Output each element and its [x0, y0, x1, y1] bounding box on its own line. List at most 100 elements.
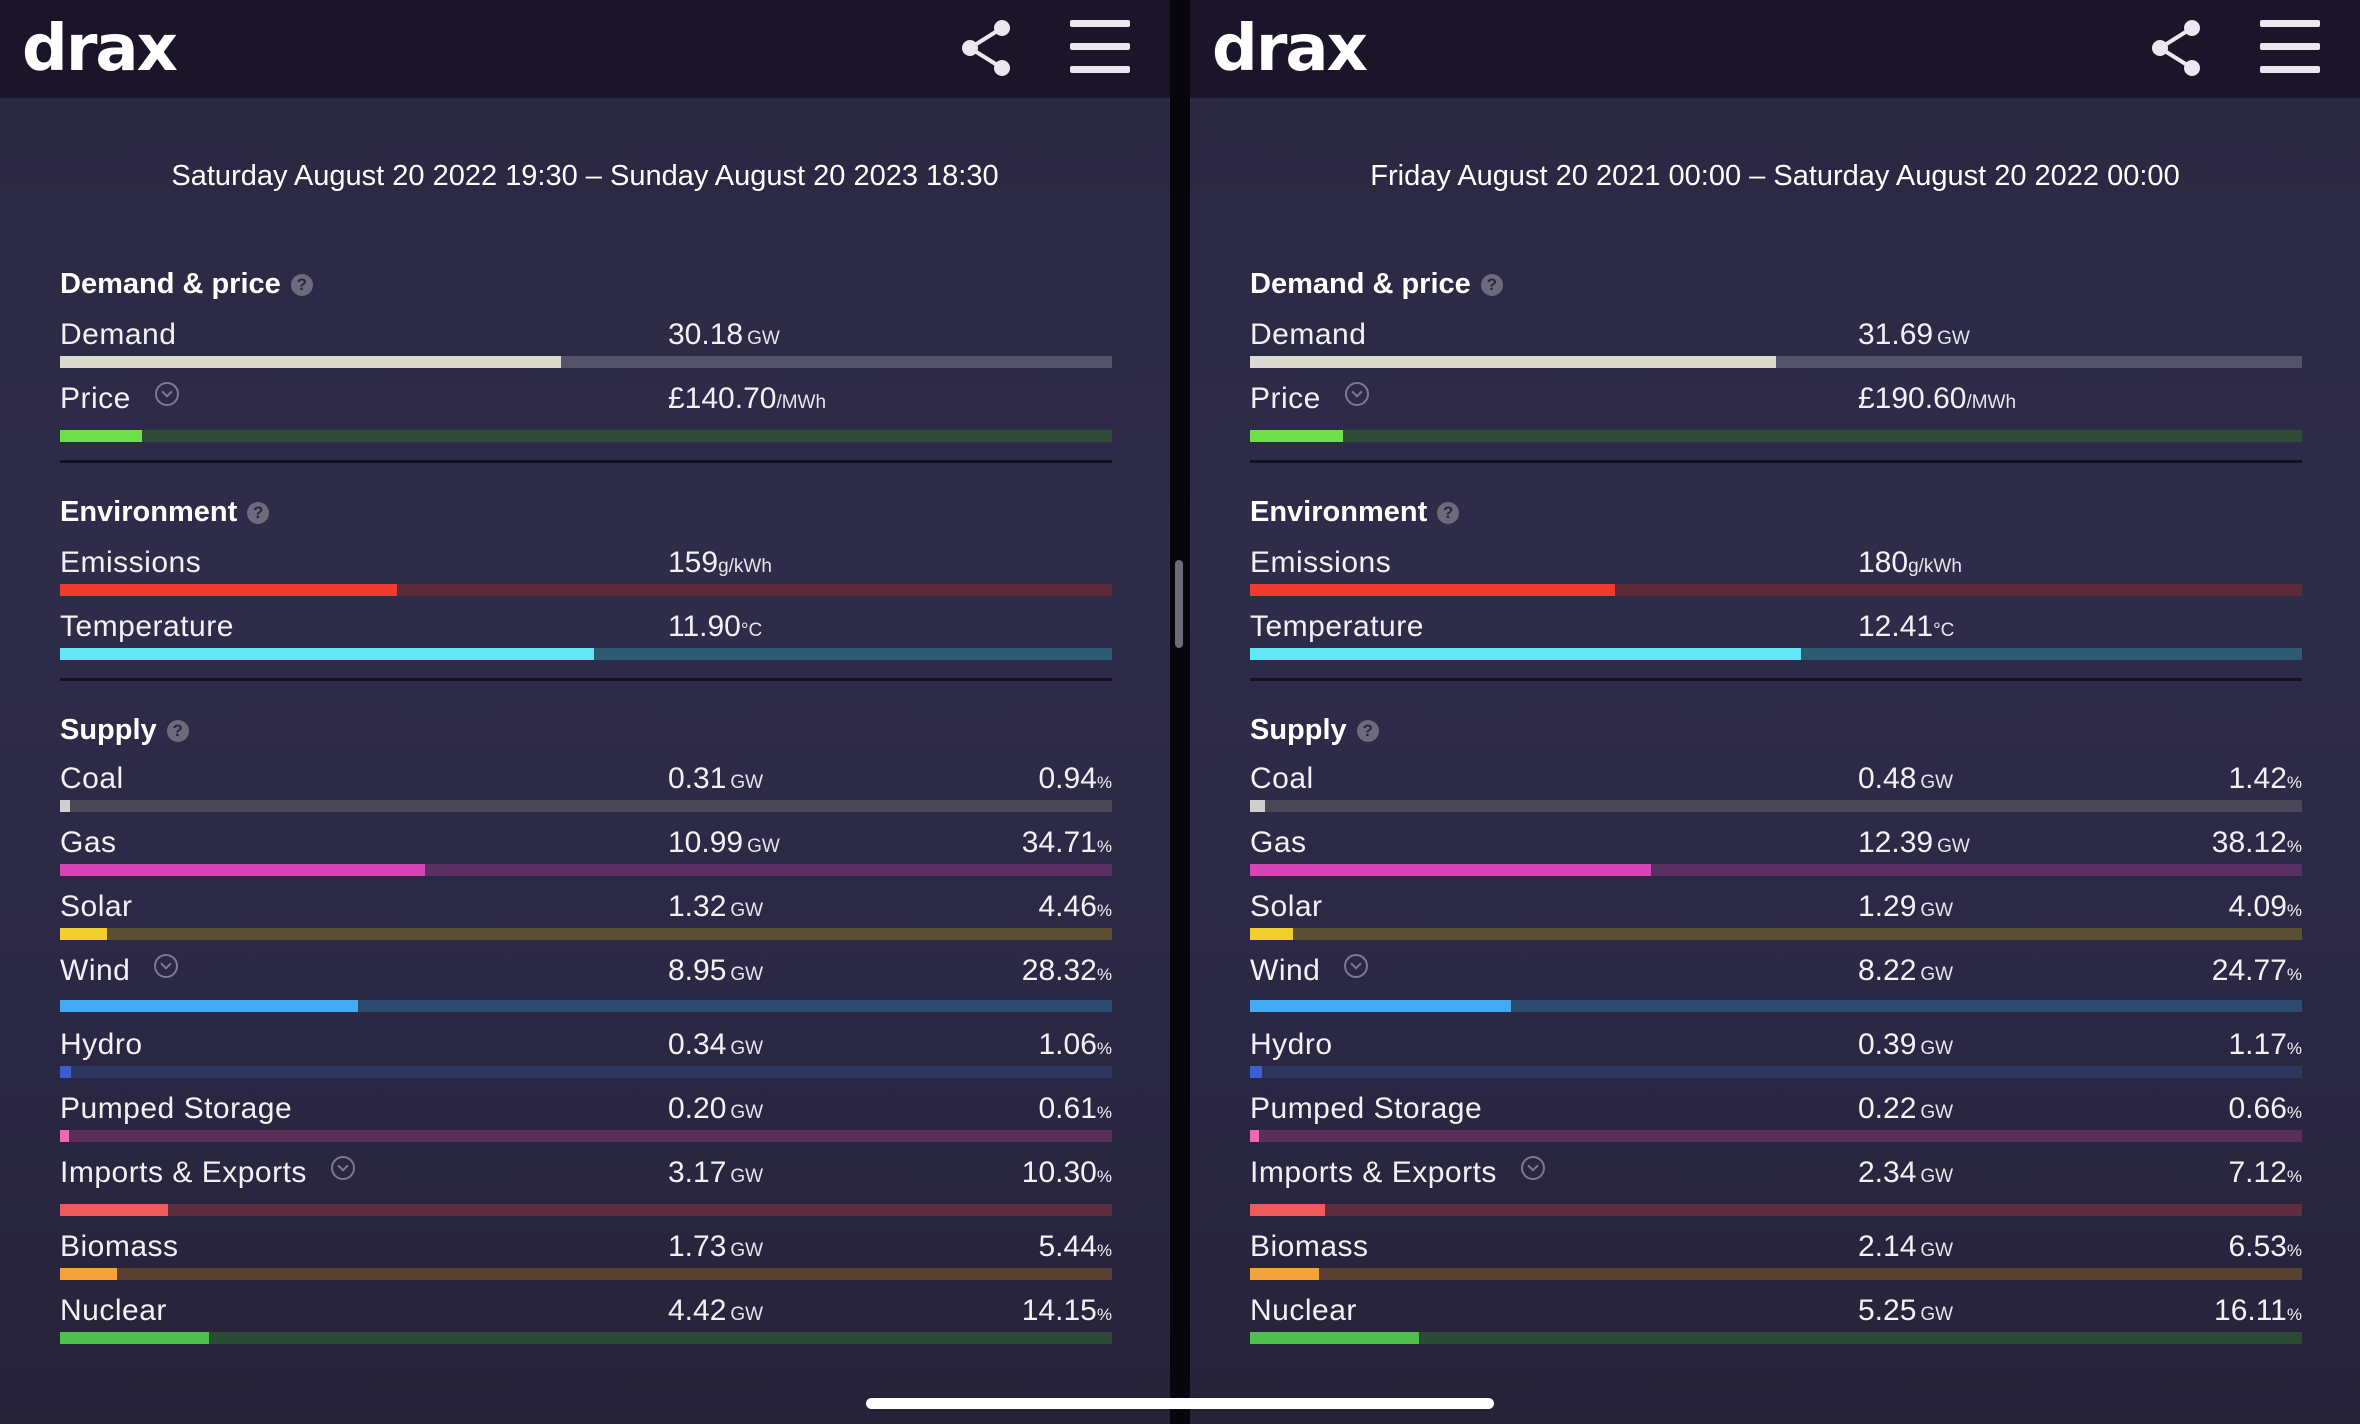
row-percent: 10.30%: [1021, 1156, 1112, 1189]
row-price[interactable]: Price £190.60/MWh: [1250, 382, 2302, 442]
row-imports-exports[interactable]: Imports & Exports 2.34 GW 7.12%: [1250, 1156, 2302, 1216]
row-imports-exports[interactable]: Imports & Exports 3.17 GW 10.30%: [60, 1156, 1112, 1216]
top-bar: drax: [0, 0, 1170, 98]
row-label: Gas: [1250, 826, 1307, 859]
drax-logo[interactable]: drax: [1212, 12, 1368, 86]
row-emissions: Emissions 180g/kWh: [1250, 546, 2302, 606]
row-value: 8.95 GW: [668, 954, 764, 987]
row-value: 30.18 GW: [668, 318, 780, 351]
drax-logo[interactable]: drax: [22, 12, 178, 86]
row-label: Price: [60, 382, 179, 416]
row-value: £140.70/MWh: [668, 382, 827, 415]
row-label: Demand: [1250, 318, 1367, 351]
date-range[interactable]: Saturday August 20 2022 19:30 – Sunday A…: [171, 160, 999, 192]
row-label: Wind: [1250, 954, 1369, 988]
row-demand: Demand 31.69 GW: [1250, 318, 2302, 378]
help-icon[interactable]: ?: [247, 502, 270, 524]
split-divider-handle[interactable]: [1175, 560, 1183, 648]
row-percent: 24.77%: [2211, 954, 2302, 987]
chevron-down-icon[interactable]: [1520, 1156, 1545, 1180]
share-button[interactable]: [958, 18, 1014, 78]
progress-bar-solar: [1250, 928, 2302, 940]
row-percent: 1.17%: [2228, 1028, 2302, 1061]
row-solar: Solar 1.29 GW 4.09%: [1250, 890, 2302, 950]
progress-bar-temperature: [1250, 648, 2302, 660]
row-hydro: Hydro 0.34 GW 1.06%: [60, 1028, 1112, 1088]
row-percent: 1.06%: [1038, 1028, 1112, 1061]
row-percent: 4.46%: [1038, 890, 1112, 923]
help-icon[interactable]: ?: [166, 720, 189, 742]
row-label: Gas: [60, 826, 117, 859]
row-pumped-storage: Pumped Storage 0.20 GW 0.61%: [60, 1092, 1112, 1152]
share-icon: [962, 20, 1010, 76]
chevron-down-icon[interactable]: [154, 382, 179, 406]
help-icon[interactable]: ?: [1437, 502, 1460, 524]
progress-bar-nuclear: [60, 1332, 1112, 1344]
progress-bar-biomass: [60, 1268, 1112, 1280]
top-bar: drax: [1190, 0, 2360, 98]
row-gas: Gas 10.99 GW 34.71%: [60, 826, 1112, 886]
chevron-down-icon[interactable]: [1344, 382, 1369, 406]
menu-button[interactable]: [1070, 20, 1130, 74]
row-label: Demand: [60, 318, 177, 351]
chevron-down-icon[interactable]: [330, 1156, 355, 1180]
home-indicator[interactable]: [866, 1398, 1494, 1409]
row-percent: 16.11%: [2214, 1294, 2302, 1327]
left-pane: drax Saturday August 20 2022 19:30 – Sun…: [0, 0, 1170, 1424]
row-percent: 6.53%: [2228, 1230, 2302, 1263]
row-pumped-storage: Pumped Storage 0.22 GW 0.66%: [1250, 1092, 2302, 1152]
row-value: 3.17 GW: [668, 1156, 764, 1189]
progress-bar-imports-exports: [1250, 1204, 2302, 1216]
chevron-down-icon[interactable]: [154, 954, 179, 978]
row-label: Emissions: [1250, 546, 1392, 579]
progress-bar-hydro: [60, 1066, 1112, 1078]
section-title-environment: Environment?: [1250, 496, 1460, 529]
row-temperature: Temperature 12.41°C: [1250, 610, 2302, 670]
row-solar: Solar 1.32 GW 4.46%: [60, 890, 1112, 950]
row-hydro: Hydro 0.39 GW 1.17%: [1250, 1028, 2302, 1088]
progress-bar-wind: [1250, 1000, 2302, 1012]
progress-bar-demand: [60, 356, 1112, 368]
row-value: 4.42 GW: [668, 1294, 764, 1327]
section-title-supply: Supply?: [1250, 714, 1379, 747]
row-label: Solar: [1250, 890, 1323, 923]
row-label: Solar: [60, 890, 133, 923]
menu-button[interactable]: [2260, 20, 2320, 74]
row-value: 180g/kWh: [1858, 546, 1962, 579]
row-wind[interactable]: Wind 8.22 GW 24.77%: [1250, 954, 2302, 1014]
row-label: Coal: [1250, 762, 1314, 795]
help-icon[interactable]: ?: [290, 274, 313, 296]
progress-bar-gas: [60, 864, 1112, 876]
row-label: Hydro: [60, 1028, 143, 1061]
row-biomass: Biomass 2.14 GW 6.53%: [1250, 1230, 2302, 1290]
date-range[interactable]: Friday August 20 2021 00:00 – Saturday A…: [1370, 160, 2180, 192]
share-button[interactable]: [2148, 18, 2204, 78]
row-percent: 5.44%: [1038, 1230, 1112, 1263]
row-value: 1.29 GW: [1858, 890, 1954, 923]
row-label: Nuclear: [60, 1294, 167, 1327]
section-divider: [60, 460, 1112, 463]
row-label: Hydro: [1250, 1028, 1333, 1061]
row-wind[interactable]: Wind 8.95 GW 28.32%: [60, 954, 1112, 1014]
row-percent: 0.94%: [1038, 762, 1112, 795]
help-icon[interactable]: ?: [1480, 274, 1503, 296]
row-label: Imports & Exports: [60, 1156, 355, 1190]
section-divider: [1250, 460, 2302, 463]
help-icon[interactable]: ?: [1356, 720, 1379, 742]
progress-bar-imports-exports: [60, 1204, 1112, 1216]
row-percent: 1.42%: [2228, 762, 2302, 795]
row-nuclear: Nuclear 5.25 GW 16.11%: [1250, 1294, 2302, 1354]
row-percent: 34.71%: [1021, 826, 1112, 859]
row-value: £190.60/MWh: [1858, 382, 2017, 415]
row-label: Pumped Storage: [60, 1092, 293, 1125]
row-percent: 0.61%: [1038, 1092, 1112, 1125]
section-title-environment: Environment?: [60, 496, 270, 529]
row-value: 0.48 GW: [1858, 762, 1954, 795]
chevron-down-icon[interactable]: [1344, 954, 1369, 978]
row-label: Pumped Storage: [1250, 1092, 1483, 1125]
row-price[interactable]: Price £140.70/MWh: [60, 382, 1112, 442]
progress-bar-demand: [1250, 356, 2302, 368]
progress-bar-coal: [1250, 800, 2302, 812]
right-pane: drax Friday August 20 2021 00:00 – Satur…: [1190, 0, 2360, 1424]
